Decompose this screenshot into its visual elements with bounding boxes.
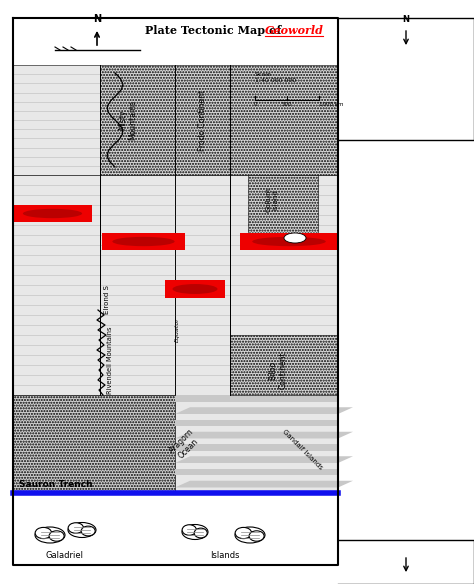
Ellipse shape xyxy=(68,523,96,537)
Polygon shape xyxy=(175,456,353,463)
Bar xyxy=(175,65,230,175)
Polygon shape xyxy=(175,444,338,451)
Text: Geoworld: Geoworld xyxy=(265,25,324,36)
Text: Gandalf Islands: Gandalf Islands xyxy=(281,429,323,471)
Text: 0: 0 xyxy=(253,102,257,107)
Ellipse shape xyxy=(284,233,306,243)
Ellipse shape xyxy=(23,209,82,218)
Bar xyxy=(165,280,225,298)
Bar xyxy=(100,65,175,175)
Ellipse shape xyxy=(49,531,64,541)
Text: Scale
1:40 000 000: Scale 1:40 000 000 xyxy=(255,72,296,83)
Bar xyxy=(175,395,338,493)
Bar xyxy=(230,65,338,175)
Polygon shape xyxy=(175,395,338,402)
Polygon shape xyxy=(175,468,338,475)
Text: N: N xyxy=(402,15,410,24)
Ellipse shape xyxy=(112,237,174,246)
Text: Galadriel: Galadriel xyxy=(46,551,84,560)
Ellipse shape xyxy=(68,523,83,533)
Text: 1000 km: 1000 km xyxy=(319,102,344,107)
Ellipse shape xyxy=(35,527,52,538)
Bar xyxy=(240,233,338,250)
Bar xyxy=(13,65,100,175)
Polygon shape xyxy=(175,407,353,414)
Polygon shape xyxy=(175,481,353,488)
Bar xyxy=(13,395,175,493)
Bar xyxy=(13,175,100,395)
Text: Misty
Mountains: Misty Mountains xyxy=(118,100,138,140)
Polygon shape xyxy=(175,419,338,426)
Text: Frodo Continent: Frodo Continent xyxy=(199,89,208,151)
Ellipse shape xyxy=(81,526,95,536)
Ellipse shape xyxy=(173,284,218,294)
Ellipse shape xyxy=(182,525,196,536)
Ellipse shape xyxy=(194,528,207,538)
Ellipse shape xyxy=(35,527,65,543)
Bar xyxy=(230,175,338,395)
Bar xyxy=(175,175,230,395)
Text: Aragorn
Ocean: Aragorn Ocean xyxy=(167,427,203,463)
Text: Gollum
Island: Gollum Island xyxy=(265,187,279,213)
Text: Rivendell Mountains: Rivendell Mountains xyxy=(107,326,113,394)
Text: Elrond S: Elrond S xyxy=(104,286,110,314)
Bar xyxy=(230,335,338,395)
Ellipse shape xyxy=(235,527,252,538)
Text: Equator: Equator xyxy=(174,318,180,342)
Bar xyxy=(13,205,92,222)
Ellipse shape xyxy=(182,524,208,540)
Ellipse shape xyxy=(235,527,265,543)
Ellipse shape xyxy=(249,531,264,541)
Text: Bilbo
Continent: Bilbo Continent xyxy=(268,351,288,389)
Bar xyxy=(102,233,185,250)
Bar xyxy=(100,175,175,395)
Text: N: N xyxy=(93,14,101,24)
Polygon shape xyxy=(175,432,353,439)
Text: 500: 500 xyxy=(282,102,292,107)
Text: Islands: Islands xyxy=(210,551,240,560)
Bar xyxy=(248,175,318,245)
Text: Plate Tectonic Map of: Plate Tectonic Map of xyxy=(145,25,285,36)
Ellipse shape xyxy=(252,237,326,246)
Text: Sauron Trench: Sauron Trench xyxy=(19,480,92,489)
